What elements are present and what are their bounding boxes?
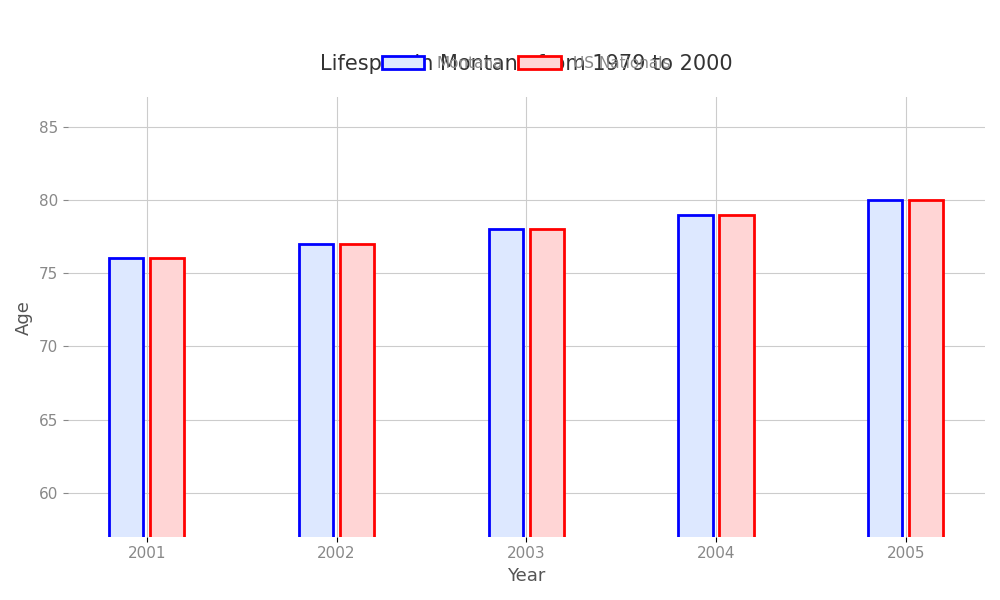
Y-axis label: Age: Age xyxy=(15,299,33,335)
Legend: Montana, US Nationals: Montana, US Nationals xyxy=(374,48,679,78)
Bar xyxy=(530,229,564,600)
Bar xyxy=(868,200,902,600)
Bar xyxy=(150,259,184,600)
Bar xyxy=(719,215,754,600)
Bar xyxy=(299,244,333,600)
X-axis label: Year: Year xyxy=(507,567,546,585)
Bar xyxy=(109,259,143,600)
Bar xyxy=(340,244,374,600)
Bar xyxy=(909,200,943,600)
Title: Lifespan in Montana from 1979 to 2000: Lifespan in Montana from 1979 to 2000 xyxy=(320,53,733,74)
Bar xyxy=(678,215,713,600)
Bar xyxy=(489,229,523,600)
